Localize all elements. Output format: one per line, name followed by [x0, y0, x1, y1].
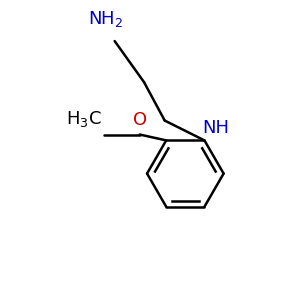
Text: NH: NH: [202, 118, 229, 136]
Text: O: O: [133, 111, 147, 129]
Text: NH$_2$: NH$_2$: [88, 9, 124, 29]
Text: H$_3$C: H$_3$C: [66, 109, 101, 129]
